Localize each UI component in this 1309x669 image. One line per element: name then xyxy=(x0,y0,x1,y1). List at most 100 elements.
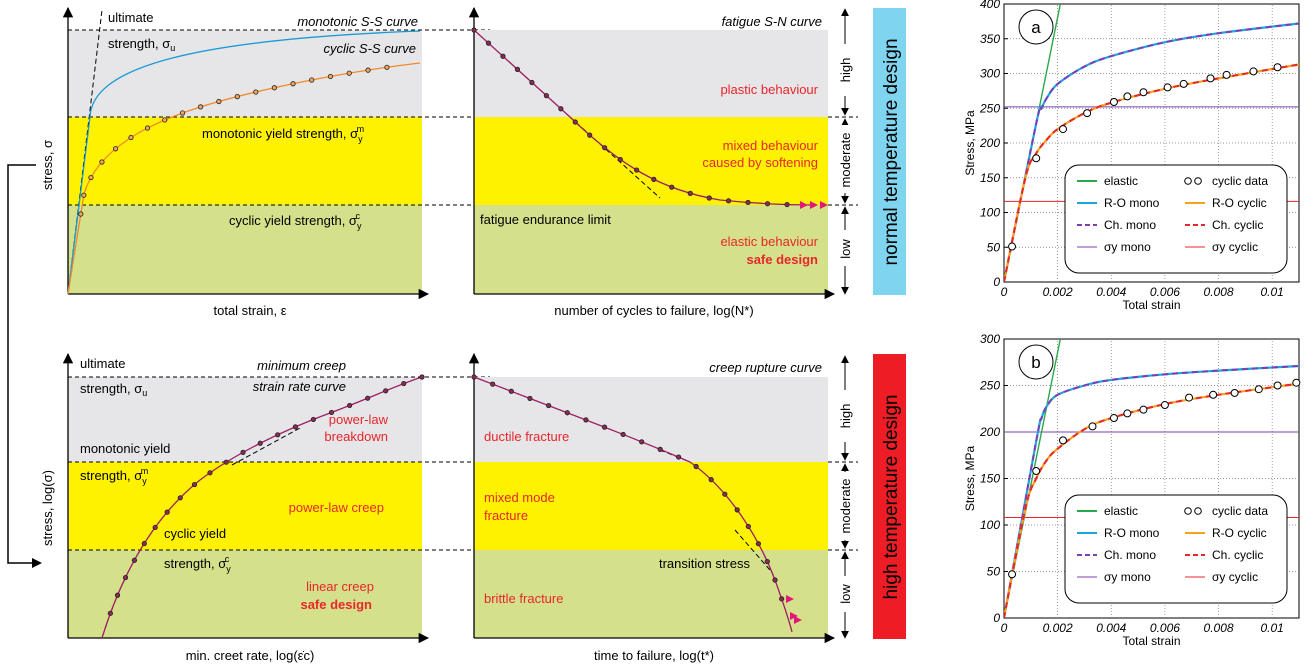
panel-creep-rate: ultimate strength, σu minimum creep stra… xyxy=(40,352,490,663)
x-axis-label: total strain, ε xyxy=(214,303,287,318)
legend-label: σy cyclic xyxy=(1212,570,1258,584)
normal-temp-box xyxy=(873,8,906,295)
data-point xyxy=(128,134,134,141)
fatigue-curve xyxy=(473,29,816,206)
data-point xyxy=(122,574,129,581)
data-point xyxy=(706,195,712,201)
y-tick-label: 200 xyxy=(979,136,1000,150)
cyclic-data-point xyxy=(1179,79,1188,88)
y-tick-label: 300 xyxy=(980,332,1000,346)
x-tick-label: 0.01 xyxy=(1261,285,1284,299)
data-point xyxy=(583,417,589,423)
level-moderate-label: moderate xyxy=(838,133,853,188)
region-high xyxy=(474,377,828,462)
ductile-label: ductile fracture xyxy=(484,429,569,444)
data-point xyxy=(725,198,732,204)
data-point xyxy=(107,610,113,616)
mixed-mode-label-1: mixed mode xyxy=(484,490,555,505)
cyclic-data-point xyxy=(1209,390,1218,399)
high-temp-label: high temperature design xyxy=(881,395,902,600)
legend-label: elastic xyxy=(1104,174,1138,188)
x-axis-label: Total strain xyxy=(1122,634,1180,648)
y-tick-label: 250 xyxy=(979,379,1000,393)
panel-badge xyxy=(1018,344,1054,380)
mono-yield-sup: m xyxy=(357,124,365,134)
chart-b: 0 0.002 0.004 0.006 0.008 0.01 0 50 100 150 200 250… xyxy=(963,332,1301,648)
data-point xyxy=(687,190,693,196)
cyclic-data-point xyxy=(1109,97,1118,106)
region-moderate xyxy=(474,117,828,205)
data-point xyxy=(384,64,390,70)
cyclic-data-point xyxy=(1059,125,1067,134)
ch-cyclic-curve xyxy=(1004,382,1299,618)
data-point xyxy=(634,167,640,173)
cyclic-yield-sup: c xyxy=(355,211,360,221)
mono-yield-label: monotonic yield strength, σ xyxy=(202,126,358,141)
data-point xyxy=(162,117,168,123)
cyclic-data-point xyxy=(1222,70,1231,79)
y-tick-label: 100 xyxy=(980,518,1000,532)
normal-temp-label: normal temperature design xyxy=(881,38,902,265)
data-point xyxy=(490,381,496,387)
y-tick-label: 50 xyxy=(987,240,1001,254)
y-tick-label: 350 xyxy=(980,32,1000,46)
level-high-label: high xyxy=(838,404,853,429)
region-moderate xyxy=(68,462,422,550)
strength-c-label: strength, σ xyxy=(164,556,226,571)
y-tick-label: 300 xyxy=(980,67,1000,81)
x-tick-label: 0.008 xyxy=(1204,621,1234,635)
legend-box xyxy=(1064,494,1288,604)
data-point xyxy=(223,459,229,465)
region-low xyxy=(68,205,422,294)
cyclic-curve xyxy=(67,62,421,295)
data-point xyxy=(234,94,240,100)
cyclic-data-point xyxy=(1139,88,1148,97)
y-axis-label: Stress, MPa xyxy=(963,446,977,512)
cyclic-data-point xyxy=(1123,409,1132,418)
data-point xyxy=(365,395,371,401)
data-point xyxy=(131,557,138,563)
x-tick-label: 0.002 xyxy=(1043,621,1073,635)
link-bracket xyxy=(7,164,36,564)
region-moderate xyxy=(68,117,422,205)
strength-m-sup: m xyxy=(141,466,149,476)
data-point xyxy=(755,541,762,547)
y-tick-label: 0 xyxy=(993,611,1000,625)
data-point xyxy=(401,380,407,387)
cyclic-data-point xyxy=(1230,388,1239,397)
data-point xyxy=(639,439,645,445)
brittle-label: brittle fracture xyxy=(484,591,563,606)
cyclic-data-point xyxy=(1273,381,1282,390)
legend-label: σy cyclic xyxy=(1212,240,1258,254)
ro-mono-curve xyxy=(1004,364,1299,618)
y-tick-label: 50 xyxy=(987,565,1001,579)
strength-u-label: strength, σ xyxy=(108,36,170,51)
safe-design-label: safe design xyxy=(746,252,818,267)
data-point xyxy=(529,79,535,86)
legend-label: R-O mono xyxy=(1104,526,1160,540)
data-point xyxy=(564,410,570,416)
data-point xyxy=(543,93,549,99)
link-arrow-head xyxy=(32,558,42,568)
power-law-breakdown-1: power-law xyxy=(329,412,389,427)
curve-label-2: strain rate curve xyxy=(253,379,346,394)
x-tick-label: 0.008 xyxy=(1204,285,1234,299)
data-point xyxy=(292,424,299,430)
x-tick-label: 0 xyxy=(1001,621,1008,635)
mixed-mode-label-2: fracture xyxy=(484,508,528,523)
y-tick-label: 100 xyxy=(980,206,1000,220)
transition-label: transition stress xyxy=(659,556,751,571)
data-point xyxy=(327,73,334,80)
data-point xyxy=(271,85,277,91)
cyclic-data-point xyxy=(1059,436,1067,445)
legend-marker xyxy=(1194,507,1202,515)
x-tick-label: 0.006 xyxy=(1150,621,1180,635)
y-tick-label: 250 xyxy=(979,101,1000,115)
legend-label: Ch. mono xyxy=(1104,548,1156,562)
panel-badge-label: a xyxy=(1031,18,1041,37)
cyclic-data-point xyxy=(1109,414,1118,423)
data-point xyxy=(722,491,728,497)
data-point xyxy=(114,592,121,598)
data-point xyxy=(617,156,623,163)
level-moderate-label: moderate xyxy=(838,479,853,534)
